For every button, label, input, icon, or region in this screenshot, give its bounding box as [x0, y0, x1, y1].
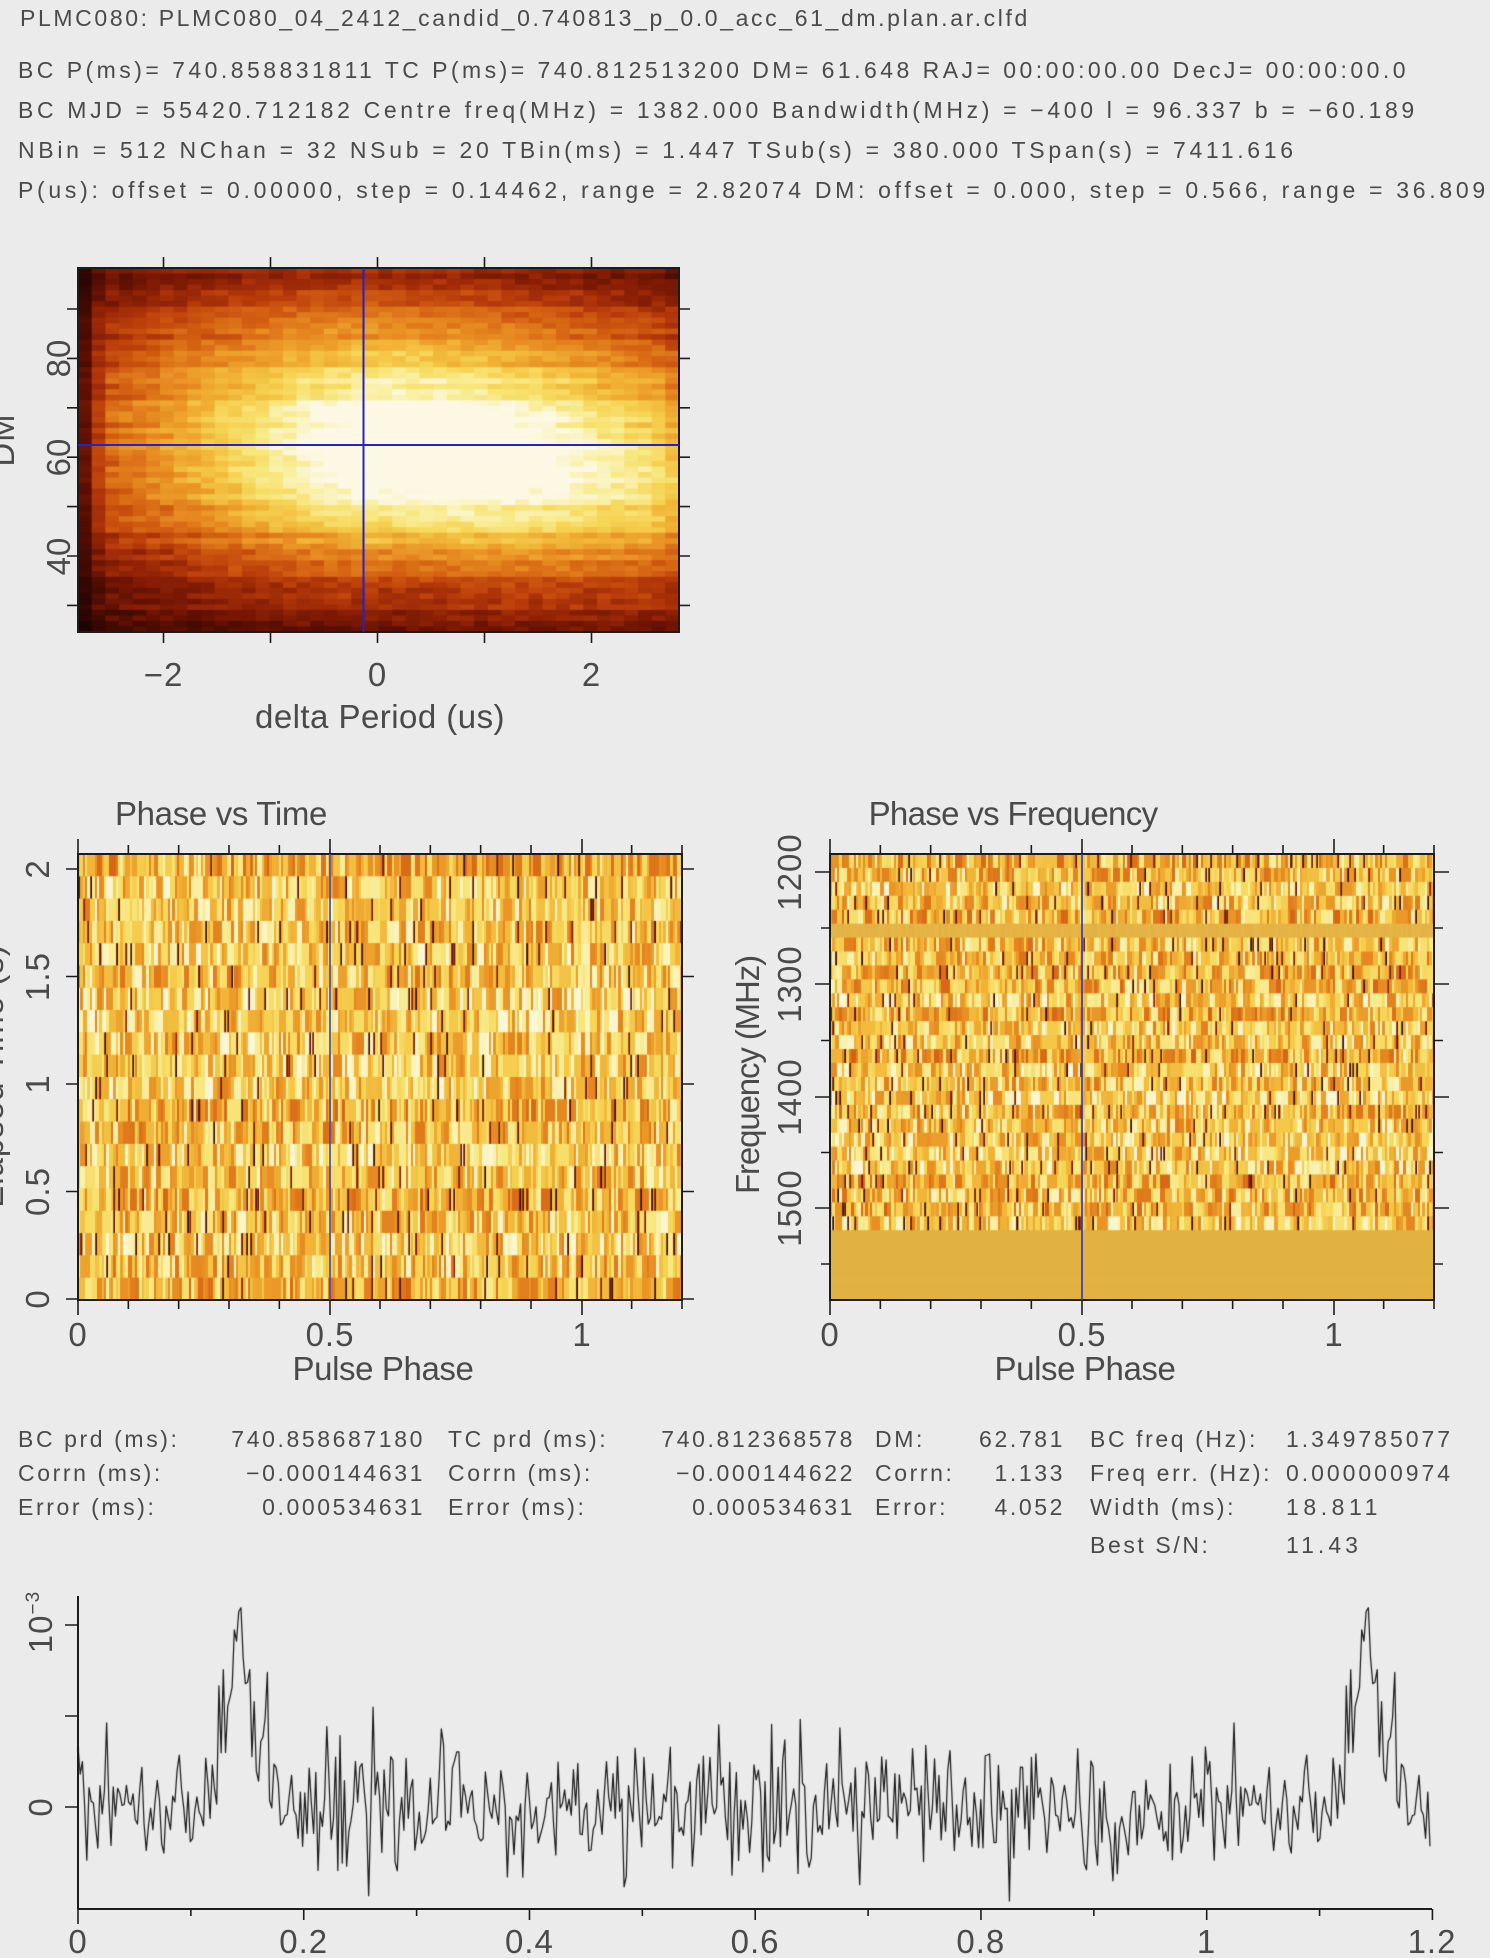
svg-text:0: 0: [68, 1316, 87, 1353]
svg-text:Error:: Error:: [875, 1494, 948, 1520]
svg-text:BC MJD = 55420.712182 Centre: BC MJD = 55420.712182 Centre freq(MHz) =…: [18, 97, 1418, 123]
svg-text:DM:: DM:: [875, 1426, 925, 1452]
svg-text:0.000000974: 0.000000974: [1286, 1460, 1453, 1486]
svg-text:0: 0: [368, 656, 387, 693]
svg-text:0.6: 0.6: [731, 1923, 780, 1958]
svg-text:80: 80: [40, 339, 77, 378]
svg-text:Phase vs Frequency: Phase vs Frequency: [869, 795, 1159, 832]
svg-text:BC freq (Hz):: BC freq (Hz):: [1090, 1426, 1258, 1452]
svg-text:Phase vs Time: Phase vs Time: [115, 795, 327, 832]
svg-text:−2: −2: [144, 656, 184, 693]
svg-text:0: 0: [820, 1316, 839, 1353]
svg-text:1.133: 1.133: [994, 1460, 1065, 1486]
svg-text:0.4: 0.4: [505, 1923, 554, 1958]
svg-text:740.812368578: 740.812368578: [661, 1426, 855, 1452]
svg-text:0: 0: [19, 1289, 56, 1308]
svg-text:18.811: 18.811: [1286, 1494, 1382, 1520]
svg-text:40: 40: [40, 537, 77, 576]
svg-text:0: 0: [68, 1923, 87, 1958]
svg-text:62.781: 62.781: [979, 1426, 1065, 1452]
svg-text:0.5: 0.5: [19, 1167, 56, 1216]
svg-text:1500: 1500: [771, 1169, 808, 1246]
svg-text:60: 60: [40, 438, 77, 477]
svg-text:0.2: 0.2: [279, 1923, 328, 1958]
svg-text:Error (ms):: Error (ms):: [18, 1494, 156, 1520]
svg-text:1.5: 1.5: [19, 952, 56, 1001]
svg-text:11.43: 11.43: [1286, 1532, 1362, 1558]
svg-text:PLMC080: PLMC080_04_2412_cand: PLMC080: PLMC080_04_2412_candid_0.740813…: [20, 5, 1030, 31]
svg-text:Corrn:: Corrn:: [875, 1460, 955, 1486]
svg-text:0.000534631: 0.000534631: [692, 1494, 855, 1520]
svg-text:−0.000144631: −0.000144631: [246, 1460, 425, 1486]
svg-text:BC prd (ms):: BC prd (ms):: [18, 1426, 180, 1452]
svg-text:Best S/N:: Best S/N:: [1090, 1532, 1211, 1558]
svg-text:2: 2: [19, 859, 56, 878]
svg-text:1300: 1300: [771, 945, 808, 1022]
svg-text:1.349785077: 1.349785077: [1286, 1426, 1453, 1452]
svg-text:DM: DM: [0, 413, 21, 466]
svg-text:10−3: 10−3: [22, 1591, 59, 1653]
svg-text:Frequency (MHz): Frequency (MHz): [729, 956, 766, 1194]
svg-text:Elapsed Time (s): Elapsed Time (s): [0, 944, 10, 1208]
svg-text:Pulse Phase: Pulse Phase: [293, 1350, 474, 1387]
svg-text:0.8: 0.8: [956, 1923, 1005, 1958]
svg-text:1200: 1200: [771, 833, 808, 910]
svg-text:Corrn (ms):: Corrn (ms):: [18, 1460, 163, 1486]
svg-text:2: 2: [582, 656, 601, 693]
svg-text:P(us): offset = 0.00000, ste: P(us): offset = 0.00000, step = 0.14462,…: [18, 177, 1489, 203]
svg-text:4.052: 4.052: [994, 1494, 1065, 1520]
svg-text:Pulse Phase: Pulse Phase: [995, 1350, 1176, 1387]
svg-text:1.2: 1.2: [1408, 1923, 1457, 1958]
svg-text:1400: 1400: [771, 1058, 808, 1135]
svg-text:740.858687180: 740.858687180: [231, 1426, 425, 1452]
svg-text:Corrn (ms):: Corrn (ms):: [448, 1460, 593, 1486]
svg-text:0.5: 0.5: [1058, 1316, 1107, 1353]
svg-text:1: 1: [19, 1074, 56, 1093]
svg-text:Width (ms):: Width (ms):: [1090, 1494, 1236, 1520]
svg-text:1: 1: [1324, 1316, 1343, 1353]
svg-text:0.5: 0.5: [306, 1316, 355, 1353]
svg-text:BC P(ms)= 740.858831811 TC P(: BC P(ms)= 740.858831811 TC P(ms)= 740.81…: [18, 57, 1409, 83]
svg-text:Error (ms):: Error (ms):: [448, 1494, 586, 1520]
svg-text:delta Period (us): delta Period (us): [255, 698, 505, 735]
svg-text:0.000534631: 0.000534631: [262, 1494, 425, 1520]
svg-text:0: 0: [22, 1797, 59, 1816]
svg-text:1: 1: [572, 1316, 591, 1353]
svg-text:NBin = 512 NChan = 32 NSub: NBin = 512 NChan = 32 NSub = 20 TBin(ms)…: [18, 137, 1297, 163]
svg-text:−0.000144622: −0.000144622: [676, 1460, 855, 1486]
svg-text:TC prd (ms):: TC prd (ms):: [448, 1426, 608, 1452]
svg-text:Freq err. (Hz):: Freq err. (Hz):: [1090, 1460, 1272, 1486]
svg-text:1: 1: [1197, 1923, 1216, 1958]
